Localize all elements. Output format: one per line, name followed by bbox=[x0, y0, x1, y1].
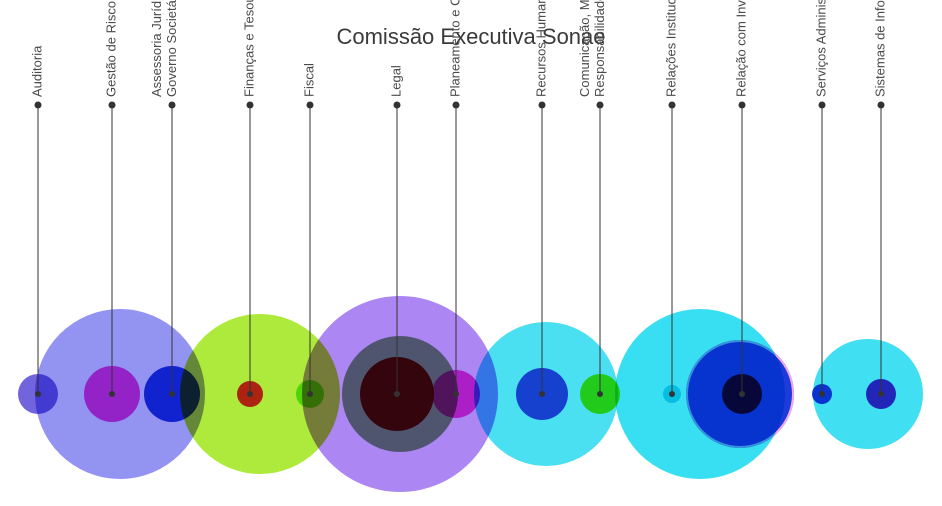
item-label-10: Relação com Investidores bbox=[735, 0, 750, 97]
item-top-dot-8 bbox=[597, 102, 604, 109]
item-label-6: Planeamento e Controlo bbox=[449, 0, 464, 97]
item-line-8 bbox=[600, 105, 601, 394]
item-label-11: Serviços Administrativos bbox=[815, 0, 830, 97]
item-top-dot-3 bbox=[247, 102, 254, 109]
item-top-dot-4 bbox=[307, 102, 314, 109]
item-line-10 bbox=[742, 105, 743, 394]
item-top-dot-9 bbox=[669, 102, 676, 109]
item-center-dot-6 bbox=[453, 391, 459, 397]
item-top-dot-7 bbox=[539, 102, 546, 109]
item-top-dot-1 bbox=[109, 102, 116, 109]
item-label-8: Comunicação, Marca eResponsabilidade Cor… bbox=[578, 0, 608, 97]
item-center-dot-4 bbox=[307, 391, 313, 397]
item-top-dot-10 bbox=[739, 102, 746, 109]
item-line-2 bbox=[172, 105, 173, 394]
item-center-dot-5 bbox=[394, 391, 400, 397]
chart-stage: Auditoria Gestão de Risco Assessoria Juríd… bbox=[0, 0, 942, 506]
item-label-5: Legal bbox=[390, 65, 405, 97]
item-center-dot-9 bbox=[669, 391, 675, 397]
item-top-dot-2 bbox=[169, 102, 176, 109]
item-center-dot-3 bbox=[247, 391, 253, 397]
item-line-9 bbox=[672, 105, 673, 394]
item-line-5 bbox=[397, 105, 398, 394]
item-label-2: Assessoria Jurídica eGoverno Societário bbox=[150, 0, 180, 97]
item-label-0: Auditoria bbox=[31, 46, 46, 97]
item-top-dot-6 bbox=[453, 102, 460, 109]
item-label-12: Sistemas de Informação bbox=[874, 0, 889, 97]
item-label-3: Finanças e Tesouraria bbox=[243, 0, 258, 97]
item-label-1: Gestão de Risco bbox=[105, 1, 120, 97]
item-center-dot-0 bbox=[35, 391, 41, 397]
item-line-11 bbox=[822, 105, 823, 394]
item-line-12 bbox=[881, 105, 882, 394]
item-label-7: Recursos Humanos bbox=[535, 0, 550, 97]
item-label-4: Fiscal bbox=[303, 63, 318, 97]
item-line-3 bbox=[250, 105, 251, 394]
item-center-dot-2 bbox=[169, 391, 175, 397]
item-line-4 bbox=[310, 105, 311, 394]
item-center-dot-1 bbox=[109, 391, 115, 397]
item-top-dot-11 bbox=[819, 102, 826, 109]
item-line-6 bbox=[456, 105, 457, 394]
item-center-dot-11 bbox=[819, 391, 825, 397]
item-line-1 bbox=[112, 105, 113, 394]
item-center-dot-10 bbox=[739, 391, 745, 397]
item-top-dot-5 bbox=[394, 102, 401, 109]
item-center-dot-7 bbox=[539, 391, 545, 397]
item-top-dot-0 bbox=[35, 102, 42, 109]
item-label-9: Relações Institucionais bbox=[665, 0, 680, 97]
item-center-dot-12 bbox=[878, 391, 884, 397]
item-top-dot-12 bbox=[878, 102, 885, 109]
item-line-7 bbox=[542, 105, 543, 394]
item-line-0 bbox=[38, 105, 39, 394]
item-center-dot-8 bbox=[597, 391, 603, 397]
